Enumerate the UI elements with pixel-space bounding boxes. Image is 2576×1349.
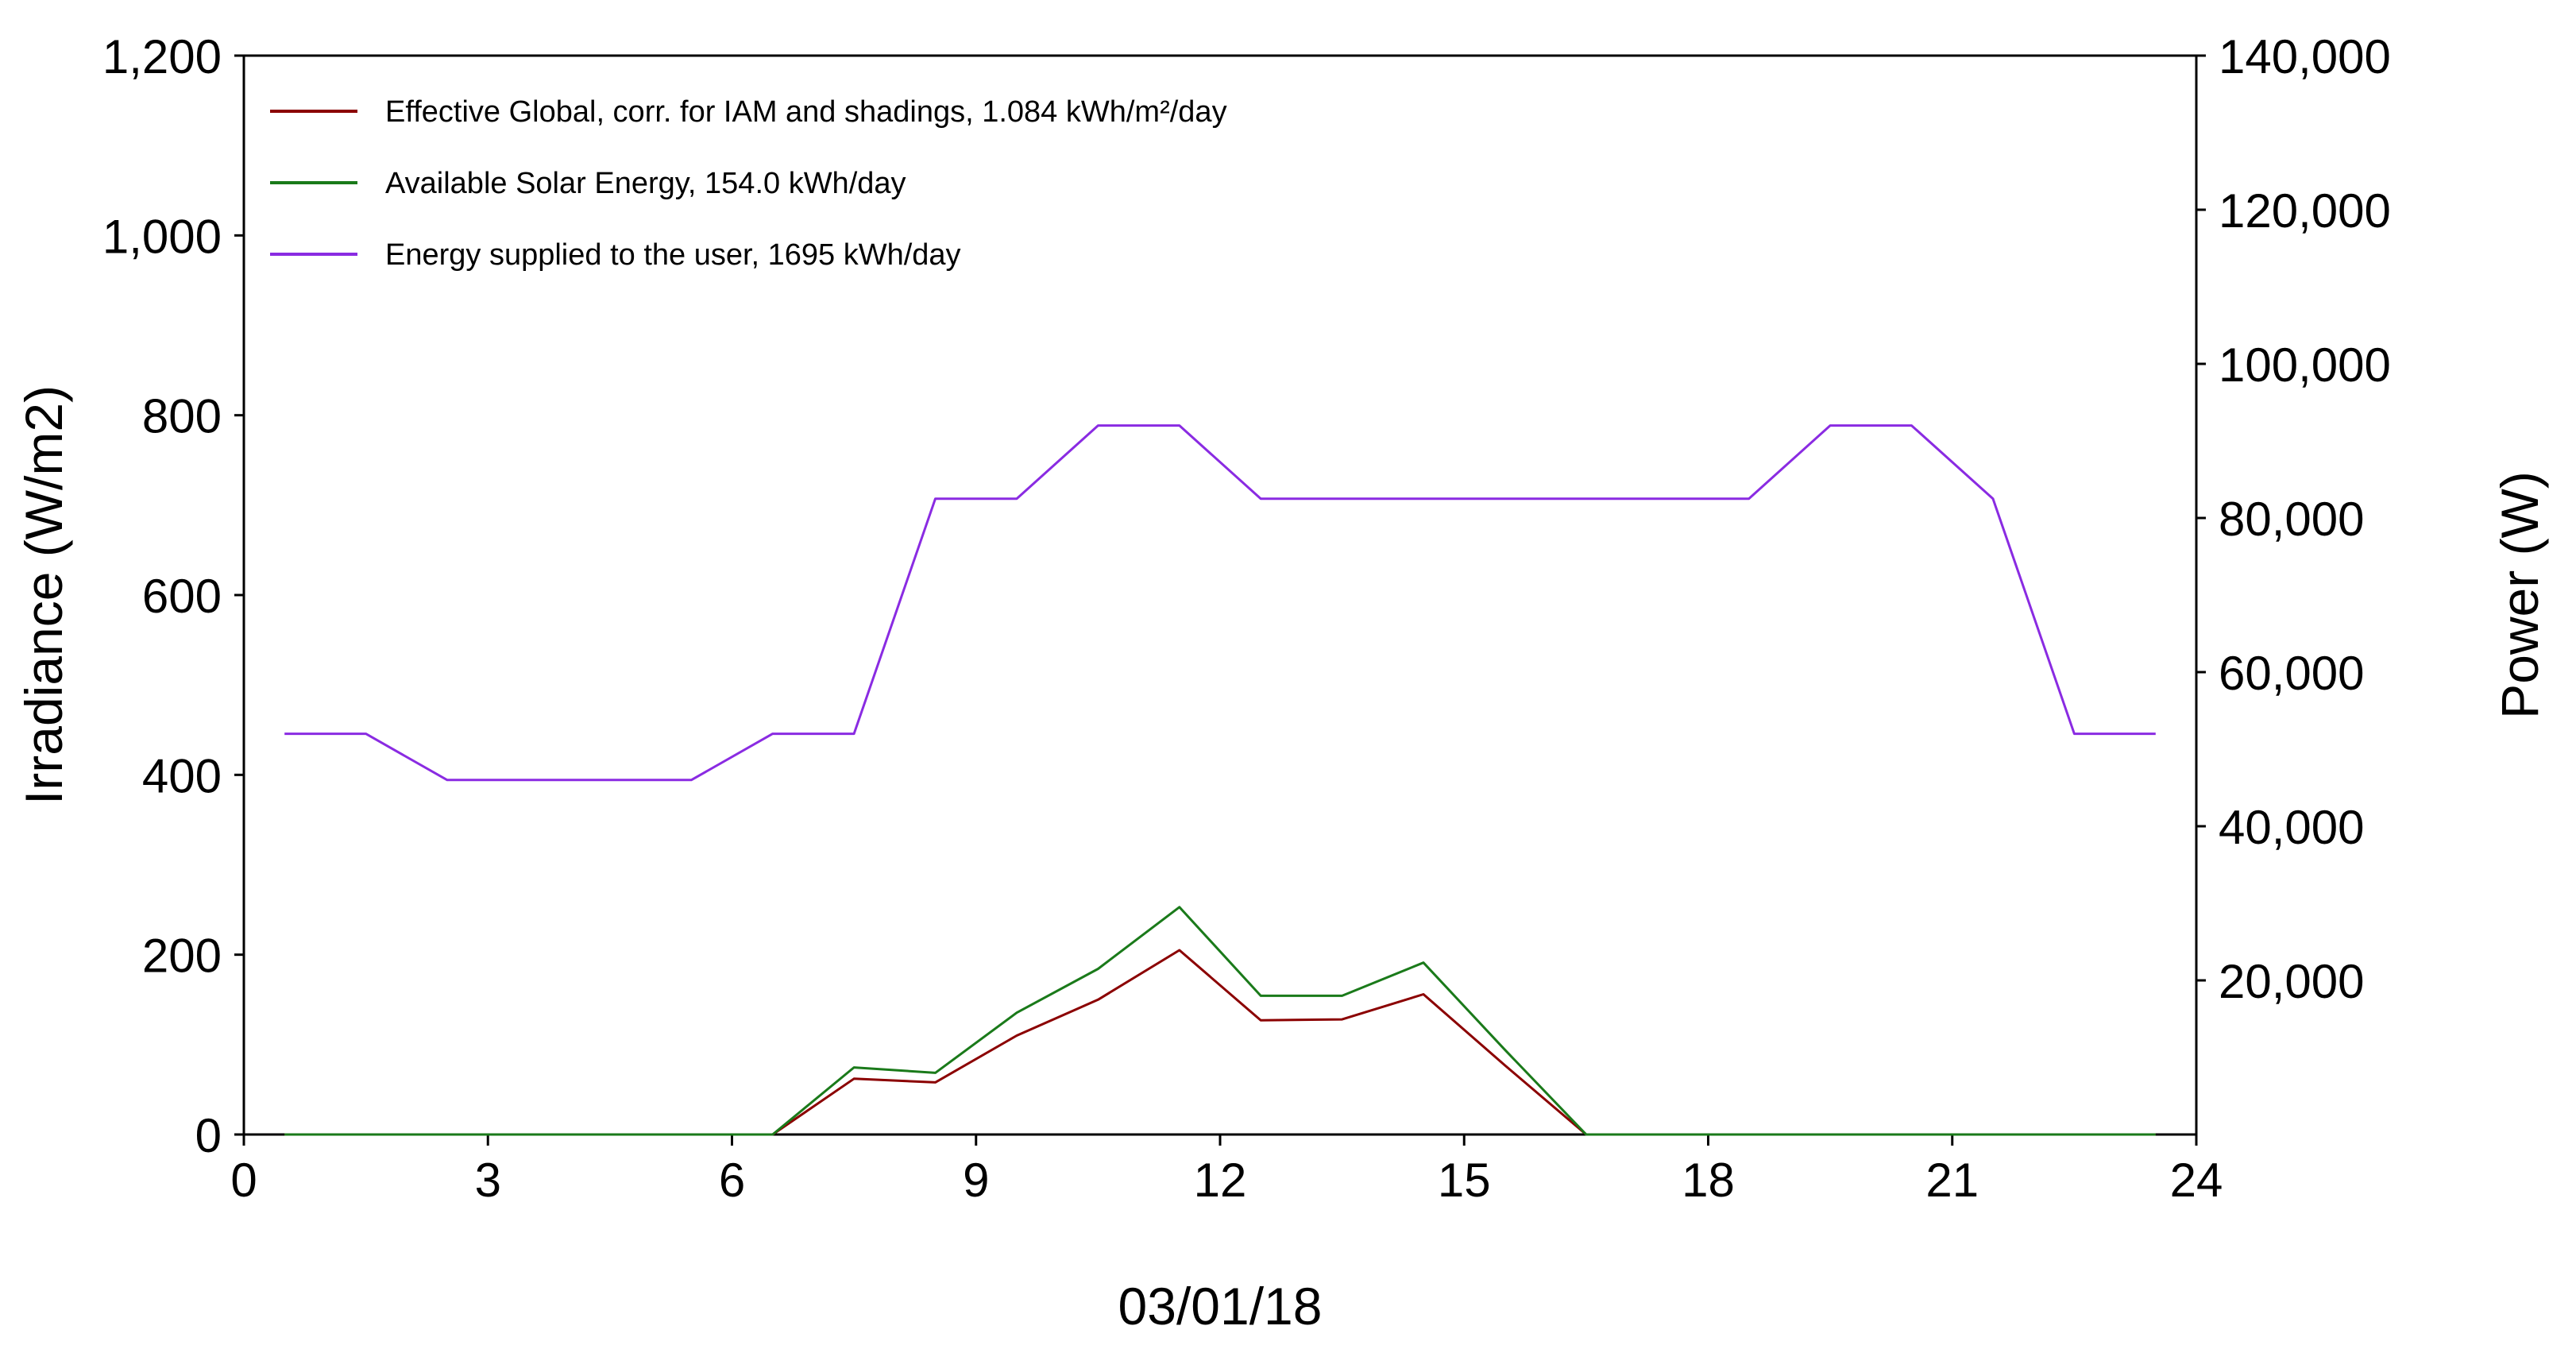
x-tick-label: 9 (963, 1154, 989, 1207)
left-tick-label: 0 (195, 1109, 222, 1162)
left-tick-label: 400 (142, 749, 222, 802)
right-tick-label: 80,000 (2219, 493, 2365, 546)
left-axis-ticks: 0 200 400 600 800 1,000 1,200 (102, 30, 244, 1162)
right-tick-label: 120,000 (2219, 184, 2391, 238)
y-left-axis-title: Irradiance (W/m2) (14, 385, 73, 805)
x-tick-label: 6 (719, 1154, 745, 1207)
series-line-2 (284, 906, 2156, 1136)
plot-frame (242, 54, 2198, 1136)
right-tick-label: 40,000 (2219, 801, 2365, 854)
series-line-1 (284, 949, 2156, 1136)
legend-label-1: Effective Global, corr. for IAM and shad… (385, 95, 1227, 129)
left-tick-label: 800 (142, 390, 222, 443)
left-tick-label: 200 (142, 930, 222, 983)
x-axis-title: 03/01/18 (1118, 1277, 1323, 1335)
series-layer (284, 424, 2156, 1136)
legend-label-3: Energy supplied to the user, 1695 kWh/da… (385, 238, 961, 272)
x-axis-ticks: 0 3 6 9 12 15 18 21 24 (230, 1134, 2223, 1207)
right-tick-label: 60,000 (2219, 647, 2365, 700)
right-tick-label: 20,000 (2219, 955, 2365, 1008)
x-tick-label: 18 (1682, 1154, 1735, 1207)
right-axis-ticks: 20,000 40,000 60,000 80,000 100,000 120,000 14… (2196, 30, 2391, 1008)
x-tick-label: 12 (1194, 1154, 1247, 1207)
x-tick-label: 24 (2170, 1154, 2223, 1207)
series-line-3 (284, 424, 2156, 782)
x-tick-label: 3 (475, 1154, 501, 1207)
right-tick-label: 100,000 (2219, 338, 2391, 392)
legend: Effective Global, corr. for IAM and shad… (270, 95, 1227, 272)
y-right-axis-title: Power (W) (2490, 471, 2549, 719)
x-tick-label: 15 (1438, 1154, 1491, 1207)
left-tick-label: 600 (142, 570, 222, 623)
right-tick-label: 140,000 (2219, 30, 2391, 83)
x-tick-label: 21 (1925, 1154, 1979, 1207)
x-tick-label: 0 (230, 1154, 257, 1207)
left-tick-label: 1,000 (102, 210, 222, 263)
legend-label-2: Available Solar Energy, 154.0 kWh/day (385, 167, 906, 200)
left-tick-label: 1,200 (102, 30, 222, 83)
